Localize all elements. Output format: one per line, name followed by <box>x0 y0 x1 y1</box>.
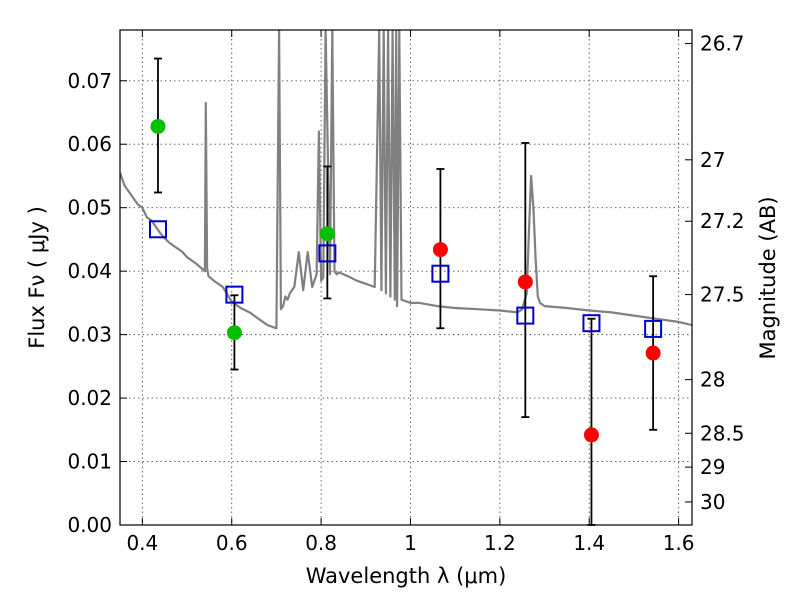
y2-axis-label: Magnitude (AB) <box>756 196 780 359</box>
data-point <box>517 274 533 290</box>
y2-tick-label: 28 <box>700 368 725 392</box>
data-point <box>432 242 448 258</box>
model-point <box>431 264 450 283</box>
model-point <box>318 244 337 263</box>
model-point <box>582 314 601 333</box>
marker-layer <box>148 118 663 443</box>
y2-tick-label: 27.5 <box>700 283 745 307</box>
data-point <box>226 325 242 341</box>
y-axis-label: Flux Fν ( μJy ) <box>25 206 49 349</box>
x-tick-label: 0.8 <box>305 531 337 555</box>
grid-lines <box>120 30 692 526</box>
y2-tick-label: 27 <box>700 148 725 172</box>
x-tick-label: 1.2 <box>484 531 516 555</box>
y2-tick-label: 28.5 <box>700 421 745 445</box>
y-tick-label: 0.01 <box>67 450 112 474</box>
spectrum-line <box>120 30 692 330</box>
y-tick-label: 0.07 <box>67 69 112 93</box>
y2-tick-label: 27.2 <box>700 209 745 233</box>
model-point <box>644 319 663 338</box>
spectrum-layer <box>120 30 692 330</box>
y-tick-label: 0.06 <box>67 132 112 156</box>
x-tick-label: 0.4 <box>126 531 158 555</box>
errorbar-layer <box>153 57 658 526</box>
x-tick-label: 1.6 <box>663 531 695 555</box>
tick-layer: 0.4 0.6 0.8 1 1.2 1.4 1.6 0.00 0.01 0.02 0.03 0.04 0… <box>67 30 745 555</box>
data-point <box>645 345 661 361</box>
plot-frame <box>119 29 693 526</box>
model-point <box>148 220 167 239</box>
data-point <box>583 427 599 443</box>
x-axis-label: Wavelength λ (μm) <box>306 564 507 588</box>
data-point <box>150 118 166 134</box>
model-point <box>225 285 244 304</box>
x-tick-label: 0.6 <box>216 531 248 555</box>
y-tick-label: 0.04 <box>67 259 112 283</box>
model-point <box>516 306 535 325</box>
y2-tick-label: 30 <box>700 490 725 514</box>
x-tick-label: 1.4 <box>573 531 605 555</box>
y-tick-label: 0.03 <box>67 323 112 347</box>
y2-tick-label: 26.7 <box>700 32 745 56</box>
y2-tick-label: 29 <box>700 455 725 479</box>
y-tick-label: 0.00 <box>67 513 112 537</box>
y-tick-label: 0.02 <box>67 386 112 410</box>
data-point <box>319 226 335 242</box>
x-tick-label: 1 <box>404 531 417 555</box>
y-tick-label: 0.05 <box>67 196 112 220</box>
